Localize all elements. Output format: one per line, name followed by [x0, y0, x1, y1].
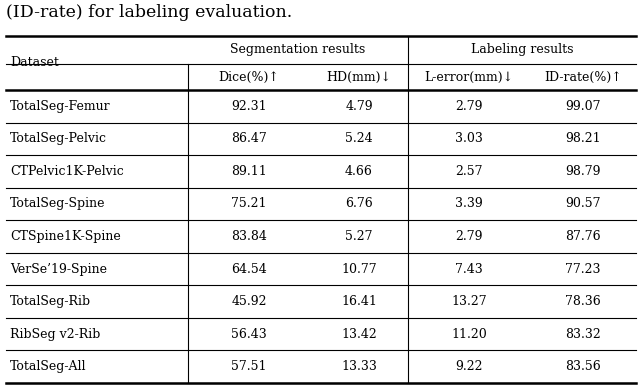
Text: 2.57: 2.57 — [455, 165, 483, 178]
Text: 83.56: 83.56 — [565, 360, 601, 373]
Text: RibSeg v2-Rib: RibSeg v2-Rib — [10, 328, 100, 341]
Text: Dice(%)↑: Dice(%)↑ — [219, 70, 280, 84]
Text: 2.79: 2.79 — [455, 230, 483, 243]
Text: ID-rate(%)↑: ID-rate(%)↑ — [544, 70, 622, 84]
Text: 3.03: 3.03 — [455, 132, 483, 146]
Text: 9.22: 9.22 — [455, 360, 483, 373]
Text: 3.39: 3.39 — [455, 197, 483, 211]
Text: 56.43: 56.43 — [231, 328, 267, 341]
Text: TotalSeg-All: TotalSeg-All — [10, 360, 86, 373]
Text: 83.32: 83.32 — [565, 328, 601, 341]
Text: 6.76: 6.76 — [345, 197, 373, 211]
Text: 87.76: 87.76 — [565, 230, 601, 243]
Text: L-error(mm)↓: L-error(mm)↓ — [424, 70, 513, 84]
Text: 57.51: 57.51 — [231, 360, 267, 373]
Text: Dataset: Dataset — [10, 57, 59, 70]
Text: 7.43: 7.43 — [455, 262, 483, 276]
Text: CTSpine1K-Spine: CTSpine1K-Spine — [10, 230, 121, 243]
Text: 13.27: 13.27 — [451, 295, 487, 308]
Text: HD(mm)↓: HD(mm)↓ — [326, 70, 392, 84]
Text: 5.24: 5.24 — [345, 132, 373, 146]
Text: 90.57: 90.57 — [565, 197, 601, 211]
Text: VerSe’19-Spine: VerSe’19-Spine — [10, 262, 107, 276]
Text: Segmentation results: Segmentation results — [230, 43, 365, 57]
Text: 13.42: 13.42 — [341, 328, 377, 341]
Text: 5.27: 5.27 — [345, 230, 372, 243]
Text: 11.20: 11.20 — [451, 328, 487, 341]
Text: Labeling results: Labeling results — [471, 43, 573, 57]
Text: 92.31: 92.31 — [231, 100, 267, 113]
Text: 2.79: 2.79 — [455, 100, 483, 113]
Text: 89.11: 89.11 — [231, 165, 267, 178]
Text: 77.23: 77.23 — [565, 262, 601, 276]
Text: TotalSeg-Rib: TotalSeg-Rib — [10, 295, 91, 308]
Text: 78.36: 78.36 — [565, 295, 601, 308]
Text: 45.92: 45.92 — [231, 295, 267, 308]
Text: TotalSeg-Spine: TotalSeg-Spine — [10, 197, 106, 211]
Text: CTPelvic1K-Pelvic: CTPelvic1K-Pelvic — [10, 165, 124, 178]
Text: 13.33: 13.33 — [341, 360, 377, 373]
Text: 75.21: 75.21 — [231, 197, 267, 211]
Text: 83.84: 83.84 — [231, 230, 267, 243]
Text: (ID-rate) for labeling evaluation.: (ID-rate) for labeling evaluation. — [6, 4, 292, 21]
Text: 10.77: 10.77 — [341, 262, 377, 276]
Text: 16.41: 16.41 — [341, 295, 377, 308]
Text: 98.21: 98.21 — [565, 132, 601, 146]
Text: TotalSeg-Femur: TotalSeg-Femur — [10, 100, 111, 113]
Text: 4.66: 4.66 — [345, 165, 373, 178]
Text: 4.79: 4.79 — [345, 100, 373, 113]
Text: TotalSeg-Pelvic: TotalSeg-Pelvic — [10, 132, 107, 146]
Text: 64.54: 64.54 — [231, 262, 267, 276]
Text: 99.07: 99.07 — [565, 100, 601, 113]
Text: 86.47: 86.47 — [231, 132, 267, 146]
Text: 98.79: 98.79 — [565, 165, 601, 178]
